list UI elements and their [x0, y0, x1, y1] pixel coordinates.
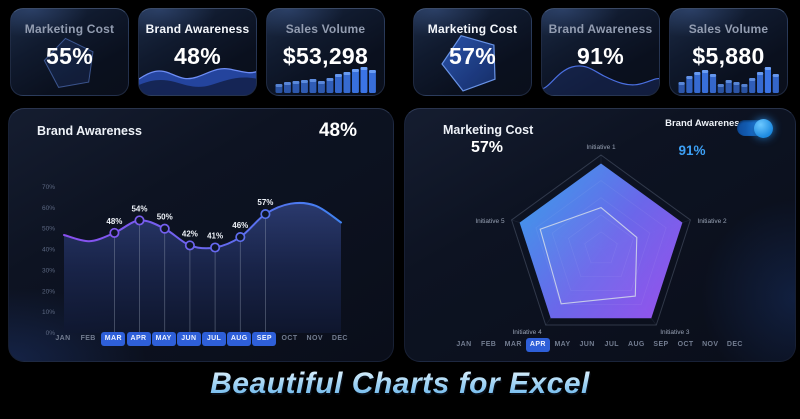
svg-text:Initiative 5: Initiative 5	[475, 218, 505, 225]
mini-bars-icon	[275, 67, 376, 93]
kpi-value: 48%	[174, 43, 221, 69]
panel-title: Marketing Cost	[443, 123, 534, 137]
month-mar[interactable]: MAR	[504, 341, 522, 348]
svg-text:20%: 20%	[42, 288, 55, 295]
month-sep[interactable]: SEP	[252, 332, 277, 346]
month-feb[interactable]: FEB	[481, 341, 497, 348]
svg-text:30%: 30%	[42, 267, 55, 274]
svg-text:Initiative 1: Initiative 1	[586, 144, 616, 151]
kpi-value: $5,880	[692, 43, 765, 69]
month-jul[interactable]: JUL	[604, 341, 619, 348]
kpi-card-brand-awareness-2: Brand Awareness 91%	[541, 8, 660, 96]
kpi-card-marketing-cost-2: Marketing Cost 57%	[413, 8, 532, 96]
footer-title: Beautiful Charts for Excel	[210, 367, 590, 400]
month-jun[interactable]: JUN	[176, 332, 201, 346]
month-apr[interactable]: APR	[126, 332, 151, 346]
toggle-knob[interactable]	[754, 118, 773, 138]
month-aug[interactable]: AUG	[227, 332, 252, 346]
month-sep[interactable]: SEP	[653, 341, 669, 348]
svg-text:50%: 50%	[42, 226, 55, 233]
brand-awareness-panel: Brand Awareness 48% 0% 10% 20% 30% 40% 50% 60%…	[8, 108, 394, 362]
toggle-label: Brand Awareness	[665, 118, 745, 129]
kpi-title: Marketing Cost	[427, 22, 518, 36]
kpi-card-sales-volume-2: Sales Volume $5,880	[669, 8, 788, 96]
pentagon-filled-icon	[441, 35, 496, 92]
svg-text:Initiative 3: Initiative 3	[660, 329, 690, 336]
svg-text:10%: 10%	[42, 309, 55, 316]
svg-text:40%: 40%	[42, 247, 55, 254]
area-month-selector: JAN FEB MAR APR MAY JUN JUL AUG SEP OCT NOV DEC	[51, 332, 352, 346]
kpi-value: $53,298	[282, 43, 369, 69]
month-dec[interactable]: DEC	[331, 335, 348, 342]
radar-series-brand-awareness	[519, 163, 683, 319]
month-feb[interactable]: FEB	[80, 335, 96, 342]
svg-text:42%: 42%	[182, 229, 198, 238]
svg-text:70%: 70%	[42, 184, 55, 191]
svg-text:46%: 46%	[232, 221, 248, 230]
kpi-title: Sales Volume	[285, 22, 366, 36]
radar-month-selector: JAN FEB MAR APR MAY JUN JUL AUG SEP OCT NOV DEC	[452, 338, 747, 352]
panel-current-value: 48%	[318, 120, 357, 141]
month-oct[interactable]: OCT	[281, 335, 298, 342]
kpi-title: Brand Awareness	[548, 22, 653, 36]
month-jan[interactable]: JAN	[456, 341, 472, 348]
month-may[interactable]: MAY	[554, 341, 571, 348]
kpi-title: Sales Volume	[688, 22, 769, 36]
svg-text:60%: 60%	[42, 205, 55, 212]
svg-text:57%: 57%	[257, 198, 273, 207]
month-nov[interactable]: NOV	[306, 335, 323, 342]
kpi-cards-row: Marketing Cost 55% Brand Awareness 48% S…	[10, 8, 792, 96]
marketing-cost-panel: Marketing Cost 57% Initiative 1 Initiativ…	[404, 108, 796, 362]
month-nov[interactable]: NOV	[702, 341, 719, 348]
month-apr[interactable]: APR	[525, 338, 550, 352]
mini-bars-icon	[678, 67, 779, 93]
kpi-title: Brand Awareness	[145, 22, 250, 36]
svg-text:0%: 0%	[46, 330, 56, 337]
radar-chart: Initiative 1 Initiative 2 Initiative 3 Init…	[475, 144, 727, 336]
footer: Beautiful Charts for Excel	[0, 367, 800, 401]
kpi-card-brand-awareness-1: Brand Awareness 48%	[138, 8, 257, 96]
month-oct[interactable]: OCT	[677, 341, 694, 348]
wave-area-icon	[139, 67, 256, 95]
pentagon-outline-icon	[43, 37, 94, 88]
radar-series-marketing-cost	[539, 206, 638, 305]
panel-title: Brand Awareness	[37, 124, 142, 138]
kpi-card-sales-volume-1: Sales Volume $53,298	[266, 8, 385, 96]
kpi-card-marketing-cost-1: Marketing Cost 55%	[10, 8, 129, 96]
month-aug[interactable]: AUG	[627, 341, 645, 348]
month-jun[interactable]: JUN	[579, 341, 595, 348]
brand-awareness-toggle[interactable]	[737, 118, 773, 138]
wave-line-icon	[542, 65, 659, 95]
kpi-title: Marketing Cost	[24, 22, 115, 36]
month-mar[interactable]: MAR	[101, 332, 126, 346]
svg-text:54%: 54%	[131, 204, 147, 213]
svg-text:Initiative 2: Initiative 2	[697, 218, 727, 225]
area-chart: 0% 10% 20% 30% 40% 50% 60% 70% 48% 54% 50% 42% 41% 46…	[42, 184, 342, 337]
panel-current-value: 57%	[470, 139, 504, 156]
month-jul[interactable]: JUL	[202, 332, 227, 346]
kpi-value: 91%	[577, 43, 624, 69]
toggle-value: 91%	[678, 143, 706, 158]
kpi-value: 55%	[46, 43, 93, 69]
svg-text:Initiative 4: Initiative 4	[512, 329, 542, 336]
kpi-value: 57%	[449, 43, 496, 69]
svg-text:50%: 50%	[157, 213, 173, 222]
month-jan[interactable]: JAN	[55, 335, 71, 342]
svg-text:41%: 41%	[207, 232, 223, 241]
month-dec[interactable]: DEC	[726, 341, 743, 348]
month-may[interactable]: MAY	[151, 332, 176, 346]
svg-text:48%: 48%	[106, 217, 122, 226]
